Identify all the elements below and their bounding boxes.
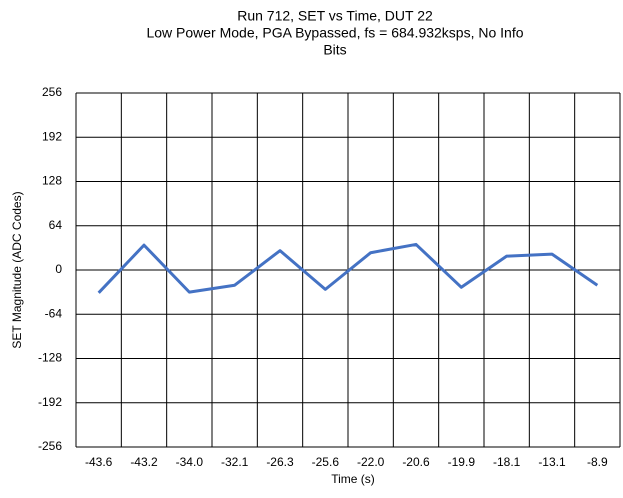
y-tick-label: -128 <box>38 351 62 365</box>
y-tick-label: 0 <box>55 262 62 276</box>
line-series <box>97 242 599 294</box>
y-tick-label: 256 <box>42 85 62 99</box>
x-tick-label: -22.0 <box>357 455 385 469</box>
x-tick-label: -32.1 <box>221 455 249 469</box>
y-tick-label: 128 <box>42 174 62 188</box>
chart-title: Bits <box>323 42 346 58</box>
y-tick-label: -192 <box>38 395 62 409</box>
x-tick-label: -13.1 <box>538 455 566 469</box>
y-axis-label: SET Magnitude (ADC Codes) <box>10 191 24 348</box>
y-tick-label: 64 <box>49 218 63 232</box>
x-tick-label: -43.2 <box>130 455 158 469</box>
x-tick-label: -20.6 <box>402 455 430 469</box>
y-tick-label: -256 <box>38 439 62 453</box>
y-tick-label: 192 <box>42 129 62 143</box>
x-tick-label: -34.0 <box>176 455 204 469</box>
y-tick-label: -64 <box>45 306 63 320</box>
x-axis-label: Time (s) <box>331 472 375 486</box>
x-tick-label: -18.1 <box>493 455 521 469</box>
x-tick-label: -43.6 <box>85 455 113 469</box>
x-tick-label: -8.9 <box>587 455 608 469</box>
x-tick-label: -26.3 <box>266 455 294 469</box>
x-tick-label: -25.6 <box>312 455 340 469</box>
x-tick-label: -19.9 <box>448 455 476 469</box>
chart-title: Low Power Mode, PGA Bypassed, fs = 684.9… <box>146 25 523 41</box>
chart-title: Run 712, SET vs Time, DUT 22 <box>237 8 433 24</box>
